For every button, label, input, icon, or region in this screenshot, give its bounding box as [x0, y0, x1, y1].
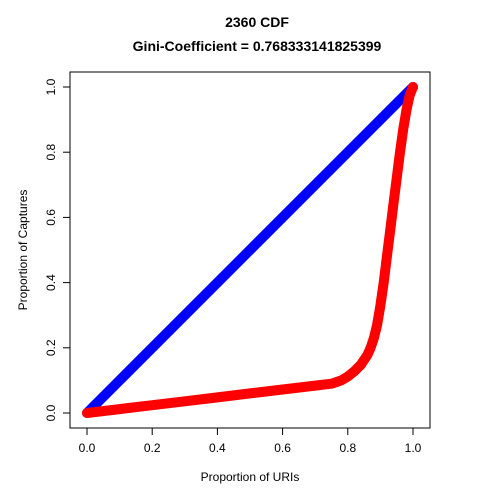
x-tick-label: 0.0	[79, 441, 96, 455]
chart-title: 2360 CDF	[225, 14, 289, 30]
y-axis: 0.0 0.2 0.4 0.6 0.8 1.0	[44, 78, 71, 421]
x-tick-label: 1.0	[405, 441, 422, 455]
y-tick-label: 0.4	[44, 274, 58, 291]
series-layer	[82, 82, 418, 418]
y-tick-label: 1.0	[44, 78, 58, 95]
x-tick-label: 0.6	[274, 441, 291, 455]
x-axis: 0.0 0.2 0.4 0.6 0.8 1.0	[79, 427, 422, 455]
series-line-0	[82, 82, 418, 418]
x-tick-label: 0.4	[209, 441, 226, 455]
chart-subtitle: Gini-Coefficient = 0.768333141825399	[133, 38, 382, 54]
x-axis-label: Proportion of URIs	[201, 470, 300, 484]
y-tick-label: 0.6	[44, 209, 58, 226]
y-tick-label: 0.8	[44, 144, 58, 161]
x-tick-label: 0.2	[144, 441, 161, 455]
y-tick-label: 0.0	[44, 404, 58, 421]
x-tick-label: 0.8	[339, 441, 356, 455]
y-tick-label: 0.2	[44, 339, 58, 356]
y-axis-label: Proportion of Captures	[16, 190, 30, 311]
series-line-1	[82, 82, 418, 418]
